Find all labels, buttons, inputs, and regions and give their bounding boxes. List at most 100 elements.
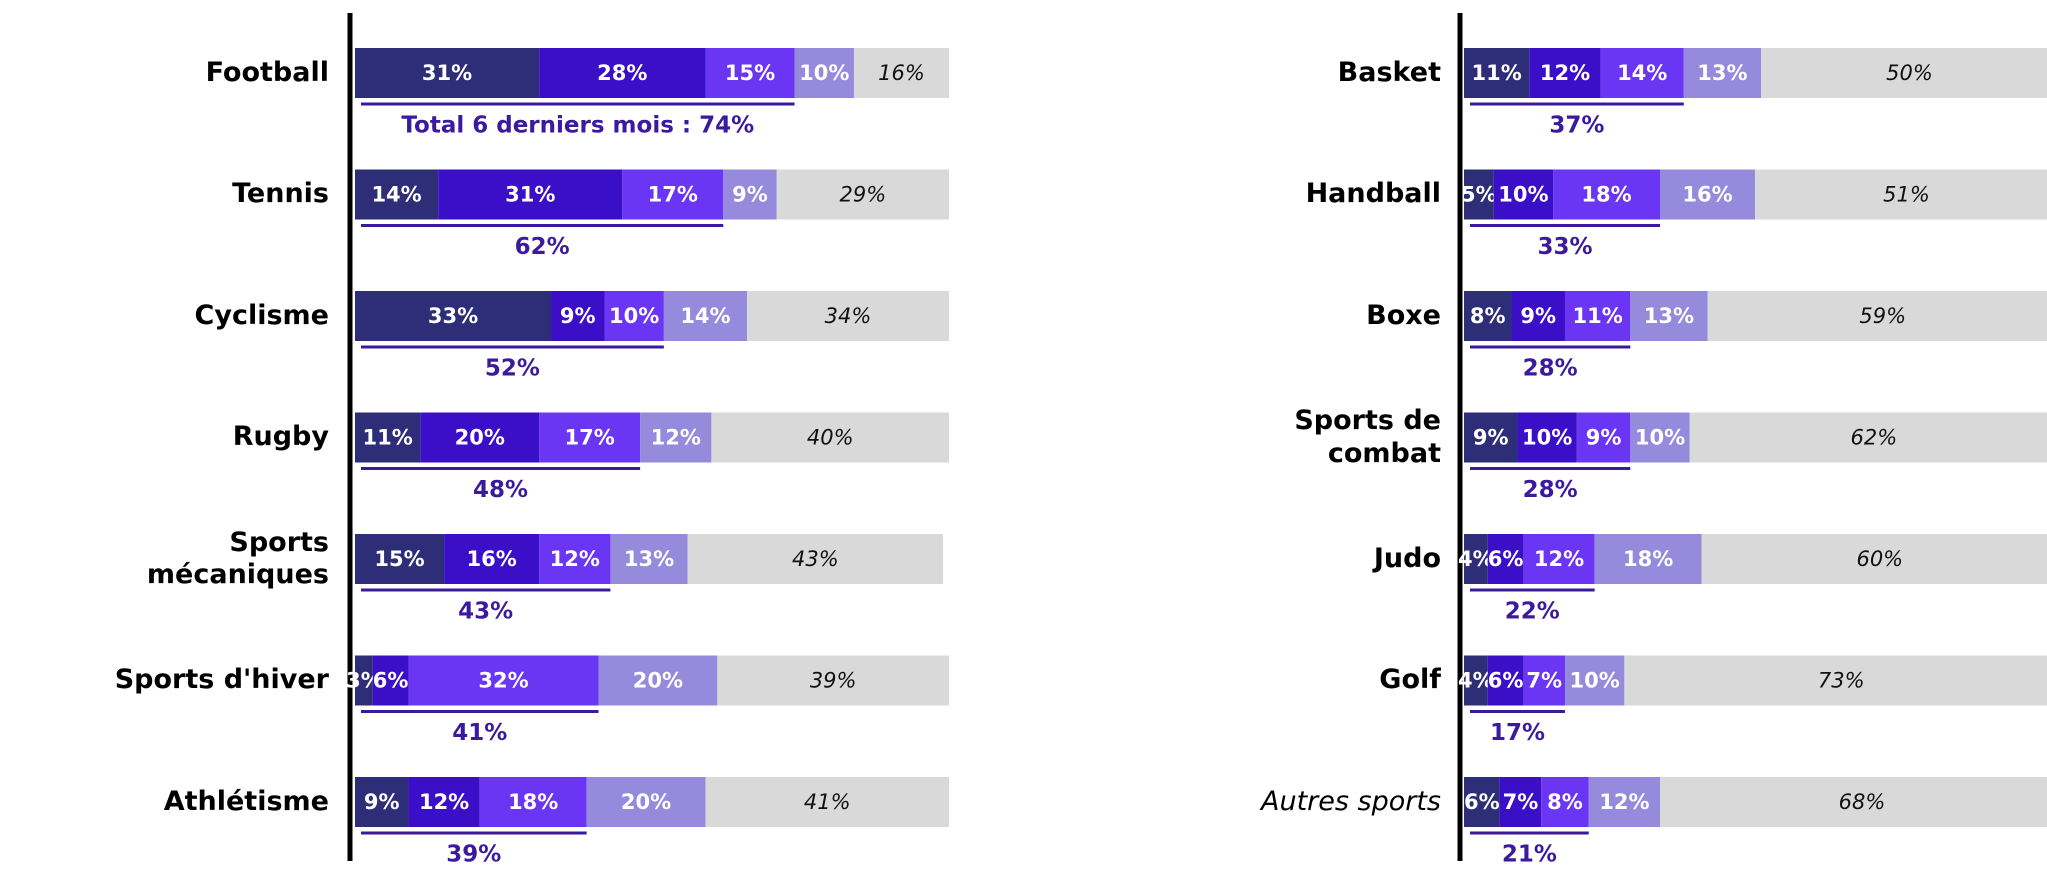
segment-label: 12% [651, 426, 701, 450]
category-label-wrap: Sports de combat [1121, 388, 1441, 488]
bar-segment [444, 534, 540, 584]
bar-segment [1464, 534, 1488, 584]
bar-segment [1464, 777, 1500, 827]
bar-segment [1683, 48, 1761, 98]
category-label: Cyclisme [194, 299, 329, 331]
segment-label: 51% [1883, 183, 1930, 207]
bar-segment [663, 291, 748, 341]
category-label-box: Sports mécaniques [146, 526, 329, 590]
bar-segment [1630, 291, 1708, 341]
bar-segment [586, 777, 706, 827]
bar-segment [355, 412, 421, 463]
segment-label: 11% [1573, 304, 1623, 328]
category-label-box: Autres sports [1260, 785, 1441, 817]
segment-label: 32% [478, 669, 528, 693]
category-label: Rugby [232, 421, 329, 453]
bar-segment [355, 169, 439, 220]
bar-segment [539, 534, 611, 584]
bar-segment [1701, 534, 2047, 584]
segment-label: 34% [825, 304, 872, 328]
bar-segment [1487, 655, 1524, 706]
category-label: Football [205, 56, 329, 88]
category-label-box: Judo [1374, 543, 1441, 574]
segment-label: 29% [840, 183, 887, 207]
segment-label: 11% [363, 426, 413, 450]
segment-label: 12% [1540, 61, 1590, 85]
bar-segment [1600, 48, 1684, 98]
bar-segment [604, 291, 664, 341]
category-label-box: Golf [1379, 664, 1441, 696]
category-label: Sports de combat [1294, 405, 1441, 469]
category-label-box: Sports d'hiver [115, 664, 329, 695]
bar-segment [1464, 291, 1512, 341]
bar-segment [551, 291, 605, 341]
segment-label: 12% [1534, 547, 1584, 571]
bar-segment [355, 655, 373, 706]
segment-label: 9% [1520, 304, 1556, 328]
bar-segment [539, 412, 641, 463]
bar-segment [438, 169, 623, 220]
bar-segment [1707, 291, 2047, 341]
bar-segment [1493, 169, 1554, 220]
category-label-box: Tennis [232, 178, 329, 209]
category-label-wrap: Athlétisme [9, 752, 329, 852]
segment-label: 10% [1635, 426, 1685, 450]
category-label-box: Sports de combat [1121, 388, 1441, 488]
segment-label: 6% [1488, 547, 1524, 571]
bar-segment [1464, 169, 1494, 220]
segment-label: 18% [1623, 547, 1673, 571]
category-label: Athlétisme [163, 785, 329, 817]
total-label: 39% [446, 842, 501, 868]
segment-label: 13% [1697, 61, 1747, 85]
bar-segment [1511, 291, 1565, 341]
bar-segment [1564, 291, 1631, 341]
total-label: Total 6 derniers mois : 74% [401, 113, 754, 139]
bar-segment [723, 169, 777, 220]
total-label: 62% [515, 234, 570, 260]
bar-segment [1553, 169, 1661, 220]
bar-segment [1499, 777, 1542, 827]
segment-label: 28% [597, 61, 647, 85]
bar-segment [1487, 534, 1524, 584]
total-label: 48% [473, 477, 528, 503]
category-label-box: Rugby [9, 388, 329, 488]
total-label: 22% [1505, 599, 1560, 625]
category-label: Golf [1379, 664, 1441, 696]
segment-label: 14% [371, 183, 421, 207]
segment-label: 18% [508, 790, 558, 814]
segment-label: 14% [680, 304, 730, 328]
bar-segment [1529, 48, 1601, 98]
bar-segment [687, 534, 944, 584]
bar-segment [1689, 412, 2047, 463]
bar-segment [705, 48, 795, 98]
total-label: 37% [1549, 113, 1604, 139]
category-label: Sports mécaniques [146, 526, 329, 590]
bar-segment [479, 777, 587, 827]
category-label: Basket [1337, 56, 1441, 88]
bar-segment [794, 48, 854, 98]
segment-label: 62% [1851, 426, 1898, 450]
bar-segment [610, 534, 688, 584]
bar-segment [1594, 534, 1702, 584]
total-label: 28% [1523, 477, 1578, 503]
category-label-wrap: Rugby [9, 388, 329, 488]
total-label: 21% [1502, 842, 1557, 868]
category-label-box: Boxe [1366, 299, 1441, 331]
segment-label: 7% [1503, 790, 1539, 814]
category-label: Autres sports [1260, 785, 1441, 817]
segment-label: 10% [609, 304, 659, 328]
segment-label: 14% [1617, 61, 1667, 85]
segment-label: 12% [1599, 790, 1649, 814]
category-label: Handball [1305, 178, 1441, 210]
bar-segment [1761, 48, 2047, 98]
bar-segment [1464, 48, 1530, 98]
segment-label: 6% [373, 669, 409, 693]
segment-label: 10% [1570, 669, 1620, 693]
bar-segment [372, 655, 409, 706]
bar-segment [1541, 777, 1589, 827]
segment-label: 6% [1488, 669, 1524, 693]
total-label: 28% [1523, 356, 1578, 382]
bar-segment [1630, 412, 1690, 463]
category-label: Boxe [1366, 299, 1441, 331]
